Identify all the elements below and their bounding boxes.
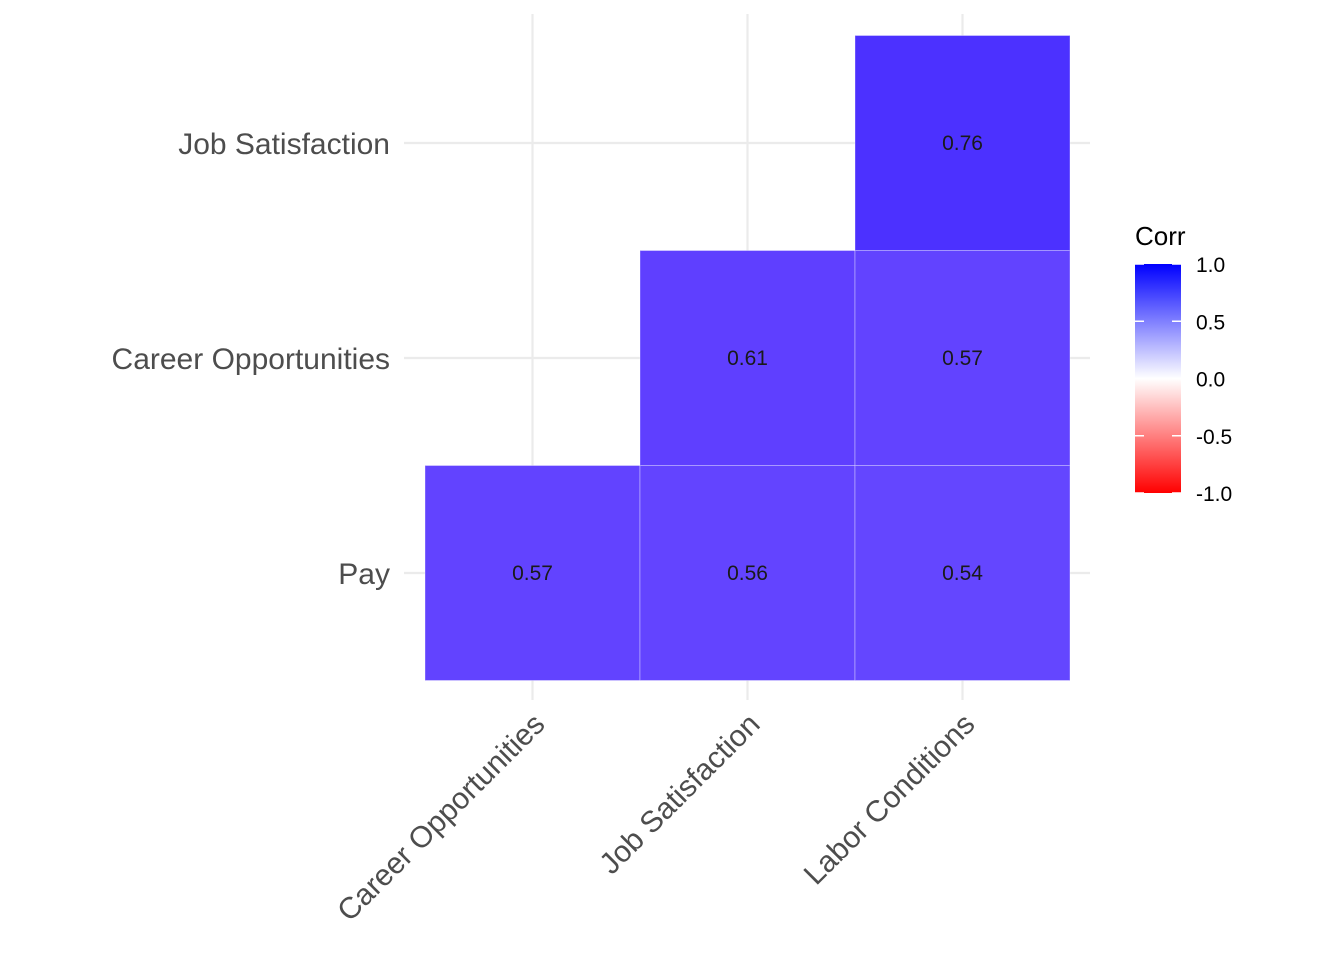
x-tick-label-job-satisfaction: Job Satisfaction: [593, 708, 766, 881]
legend: Corr 1.0 0.5 0.0 -0.5 -1.0: [1135, 221, 1232, 506]
legend-tick-label: -1.0: [1196, 483, 1232, 506]
y-tick-label-career-opportunities: Career Opportunities: [112, 343, 390, 376]
cell-value-label: 0.61: [727, 347, 768, 370]
y-axis: Pay Career Opportunities Job Satisfaction: [112, 128, 390, 591]
cell-value-label: 0.54: [942, 562, 983, 585]
legend-tick-label: 1.0: [1196, 254, 1225, 277]
x-tick-label-career-opportunities: Career Opportunities: [331, 708, 551, 928]
cells-layer: [424, 35, 1071, 681]
y-tick-label-job-satisfaction: Job Satisfaction: [178, 128, 390, 161]
legend-title: Corr: [1135, 221, 1186, 251]
legend-ticks: 1.0 0.5 0.0 -0.5 -1.0: [1135, 254, 1232, 506]
y-tick-label-pay: Pay: [338, 558, 390, 591]
x-tick-label-labor-conditions: Labor Conditions: [798, 708, 982, 892]
legend-tick-label: -0.5: [1196, 426, 1232, 449]
heatmap-cell-labor-conditions-job-satisfaction: [854, 35, 1071, 251]
legend-tick-label: 0.0: [1196, 369, 1225, 392]
cell-value-label: 0.76: [942, 132, 983, 155]
legend-tick-label: 0.5: [1196, 311, 1225, 334]
heatmap-cell-career-opportunities-pay: [424, 465, 641, 681]
cell-value-label: 0.57: [942, 347, 983, 370]
heatmap-cell-labor-conditions-career-opportunities: [854, 250, 1071, 466]
x-axis: Career Opportunities Job Satisfaction Labo…: [331, 708, 981, 928]
cell-value-label: 0.56: [727, 562, 768, 585]
heatmap-cell-labor-conditions-pay: [854, 465, 1071, 681]
cell-labels-layer: 0.57 0.56 0.54 0.61 0.57 0.76: [512, 132, 983, 585]
cell-value-label: 0.57: [512, 562, 553, 585]
heatmap-cell-job-satisfaction-career-opportunities: [639, 250, 856, 466]
